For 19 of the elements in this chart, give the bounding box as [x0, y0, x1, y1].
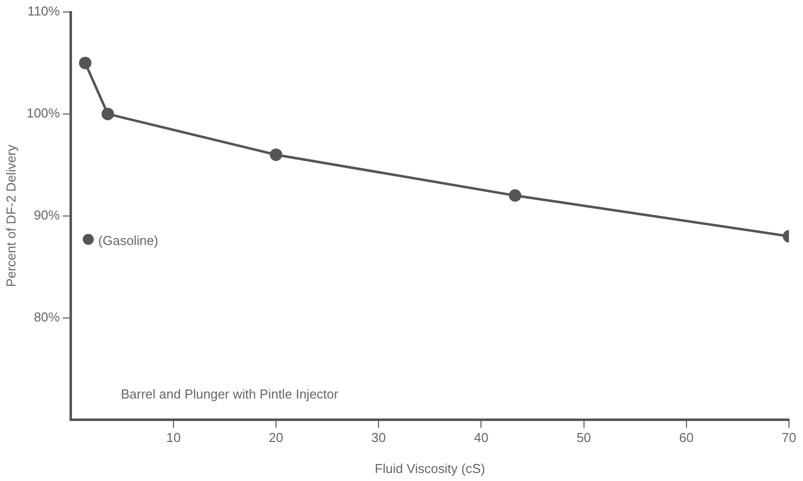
- y-tick-label: 100%: [26, 106, 60, 121]
- x-axis-title: Fluid Viscosity (cS): [374, 460, 486, 476]
- y-axis-title: Percent of DF-2 Delivery: [3, 144, 18, 288]
- x-tick-label: 10: [166, 430, 181, 446]
- y-tick-label: 110%: [28, 4, 60, 19]
- annotation: Barrel and Plunger with Pintle Injector: [120, 386, 340, 402]
- point: [78, 56, 92, 70]
- y-tick-label: 90%: [34, 207, 60, 222]
- point: [82, 234, 94, 245]
- y-tick-label: 80%: [34, 309, 60, 324]
- annotation: (Gasoline): [98, 232, 158, 248]
- point: [102, 108, 114, 120]
- x-tick-label: 20: [268, 430, 284, 446]
- x-tick-label: 30: [371, 430, 386, 446]
- x-tick-label: 60: [679, 430, 694, 446]
- x-tick-label: 50: [576, 430, 592, 446]
- point: [270, 148, 282, 161]
- x-tick-label: 70: [782, 430, 796, 446]
- x-tick-label: 40: [474, 430, 488, 446]
